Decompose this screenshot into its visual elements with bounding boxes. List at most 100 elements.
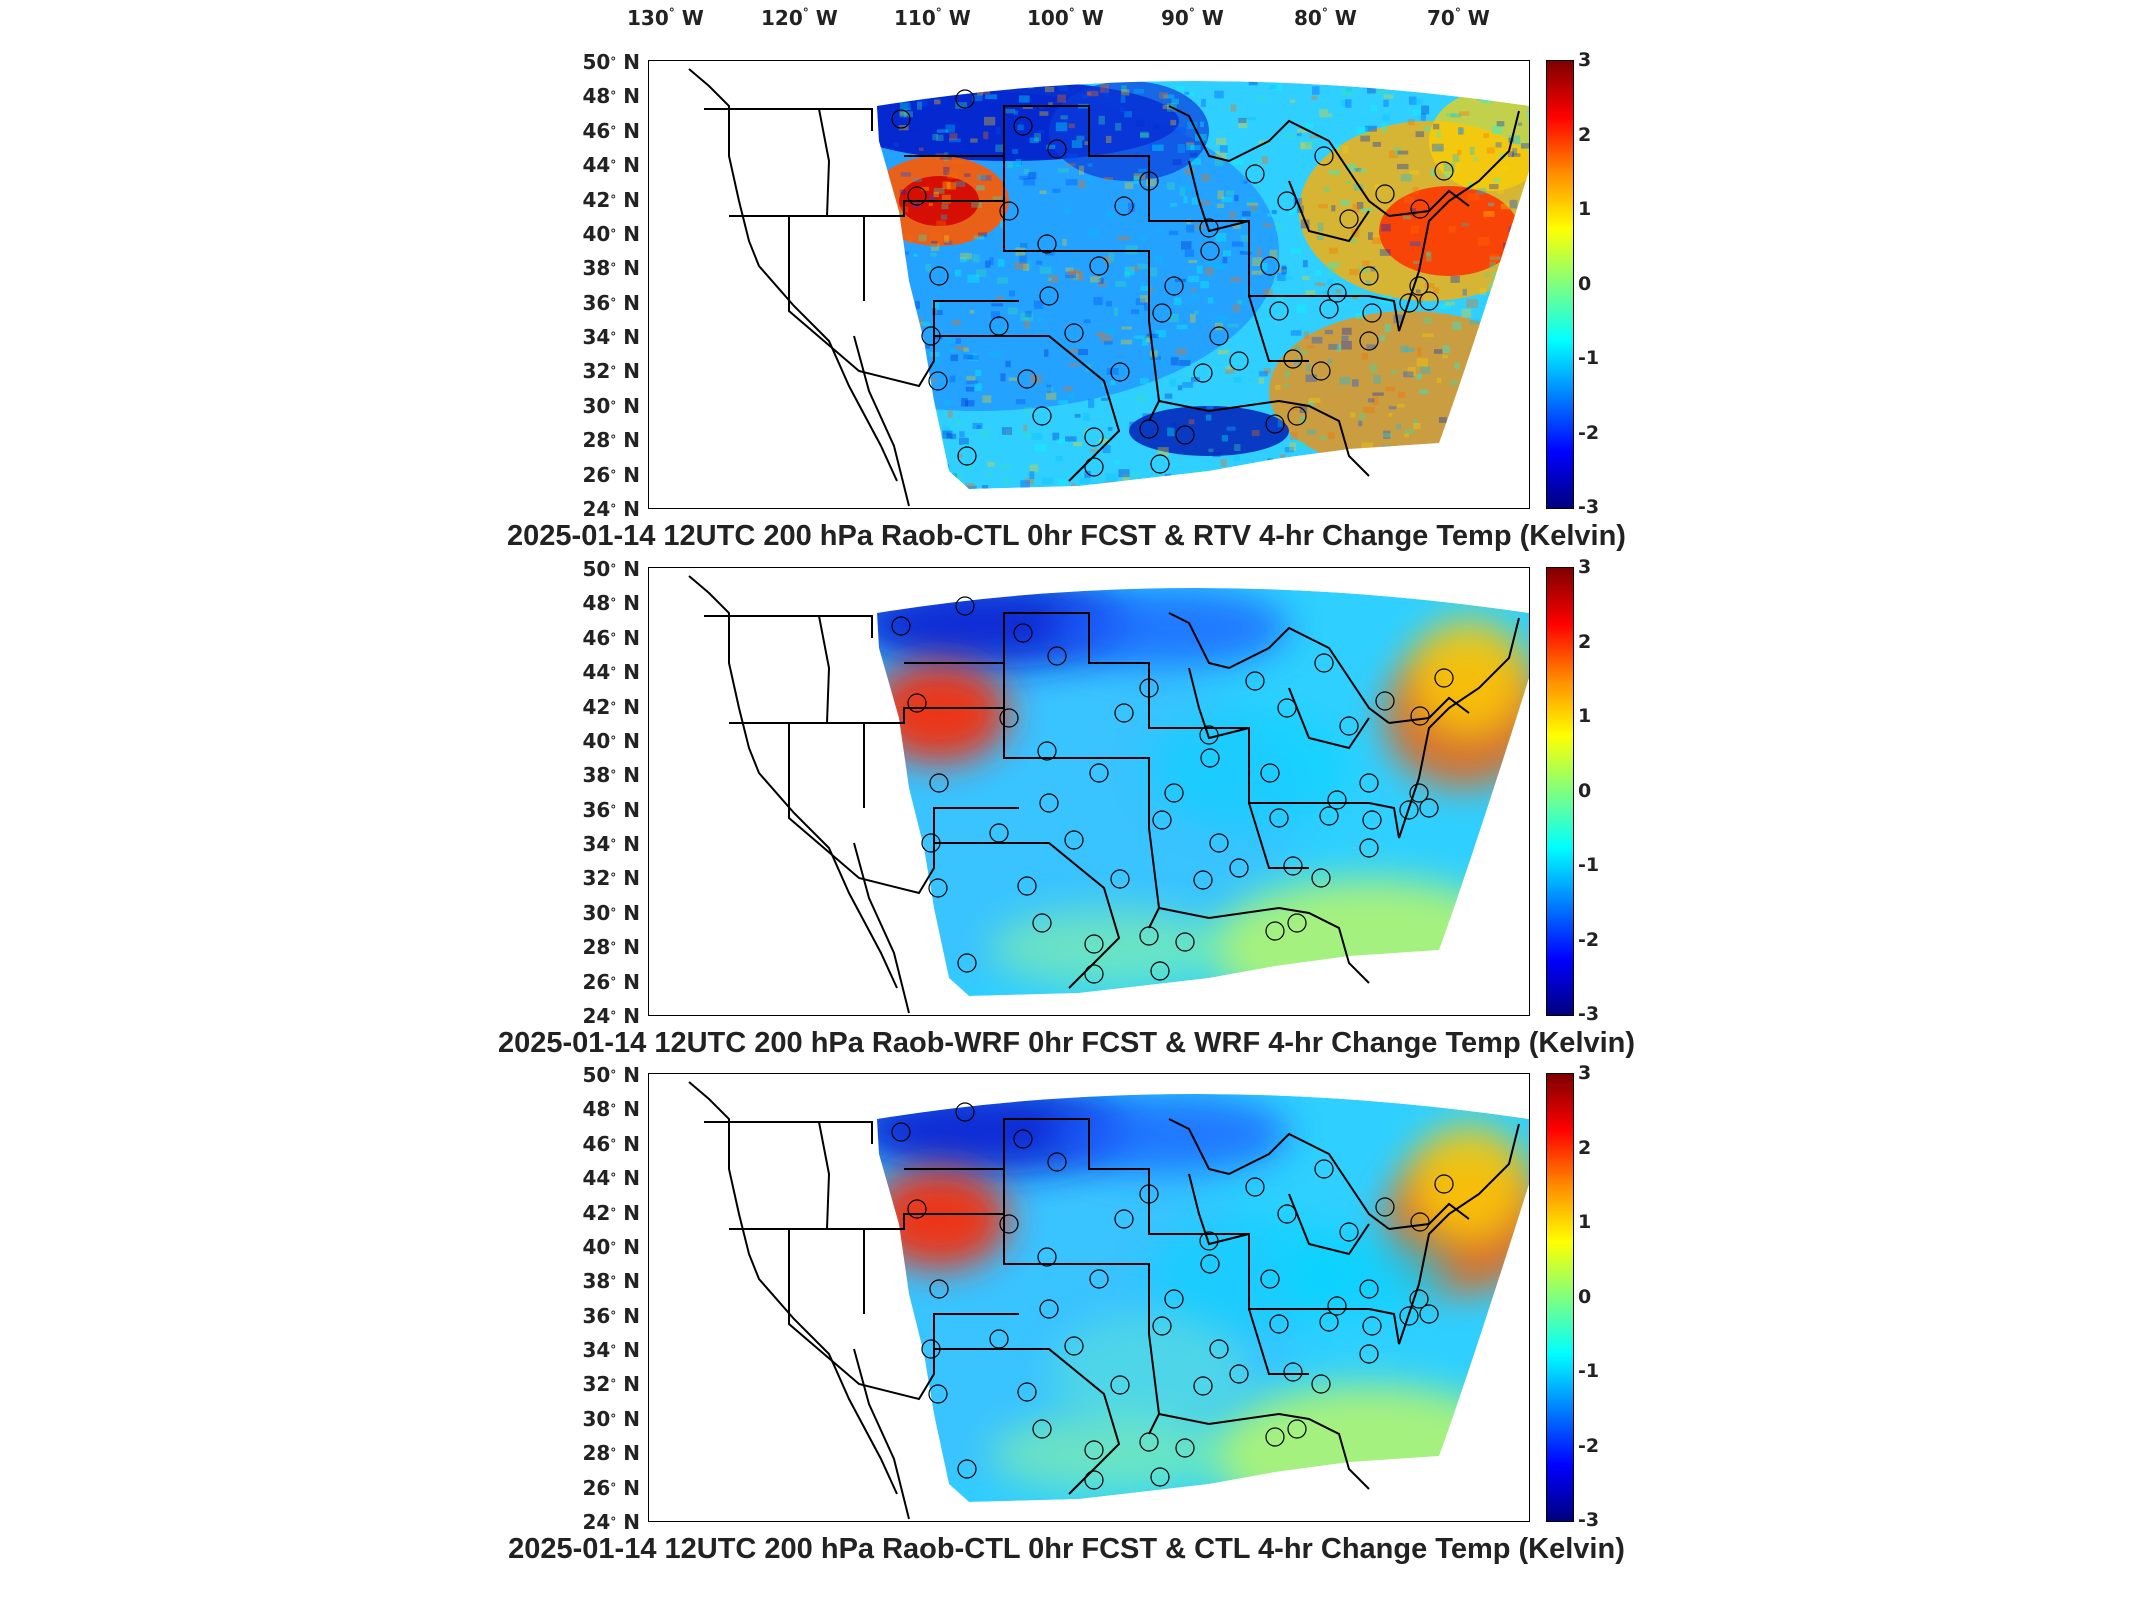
raob-station-marker xyxy=(1362,810,1382,830)
raob-station-marker xyxy=(1314,146,1334,166)
raob-station-marker xyxy=(1399,1306,1419,1326)
raob-station-marker xyxy=(1265,921,1285,941)
raob-station-marker xyxy=(1200,241,1220,261)
raob-station-marker xyxy=(1209,1339,1229,1359)
raob-station-marker xyxy=(1399,800,1419,820)
raob-station-marker xyxy=(1409,276,1429,296)
raob-station-marker xyxy=(1175,425,1195,445)
raob-station-marker xyxy=(1245,164,1265,184)
raob-station-marker xyxy=(989,316,1009,336)
lat-label: 40° N xyxy=(582,1234,640,1259)
raob-station-marker xyxy=(1017,369,1037,389)
raob-station-marker xyxy=(989,823,1009,843)
raob-station-marker xyxy=(1399,293,1419,313)
raob-station-marker xyxy=(1150,454,1170,474)
lat-label: 44° N xyxy=(582,660,640,685)
raob-station-marker xyxy=(921,326,941,346)
raob-station-marker xyxy=(1245,1177,1265,1197)
raob-station-marker xyxy=(1339,716,1359,736)
raob-station-marker xyxy=(1089,256,1109,276)
lat-label: 38° N xyxy=(582,763,640,788)
lat-label: 40° N xyxy=(582,221,640,246)
raob-station-marker xyxy=(1245,671,1265,691)
lon-label: 70° W xyxy=(1427,6,1490,30)
raob-station-marker xyxy=(1327,790,1347,810)
raob-station-marker xyxy=(1410,706,1430,726)
raob-station-marker xyxy=(1150,961,1170,981)
raob-station-marker xyxy=(1110,1375,1130,1395)
raob-station-marker xyxy=(1229,351,1249,371)
raob-station-marker xyxy=(1139,1184,1159,1204)
raob-station-marker xyxy=(1017,1382,1037,1402)
raob-station-marker xyxy=(957,446,977,466)
lon-label: 90° W xyxy=(1161,6,1224,30)
lat-label: 44° N xyxy=(582,1166,640,1191)
raob-station-marker xyxy=(929,1279,949,1299)
raob-station-marker xyxy=(989,1329,1009,1349)
raob-station-marker xyxy=(1037,1247,1057,1267)
raob-station-marker xyxy=(929,773,949,793)
raob-station-marker xyxy=(1359,838,1379,858)
colorbar-tick-label: -3 xyxy=(1578,1003,1600,1025)
raob-station-marker xyxy=(1089,763,1109,783)
lat-label: 50° N xyxy=(582,1063,640,1087)
lon-label: 120° W xyxy=(761,6,838,30)
raob-station-marker xyxy=(1114,1209,1134,1229)
raob-station-marker xyxy=(1283,349,1303,369)
raob-station-marker xyxy=(1339,1222,1359,1242)
map-frame xyxy=(648,567,1530,1016)
raob-station-marker xyxy=(1047,139,1067,159)
raob-station-marker xyxy=(1409,1289,1429,1309)
raob-station-marker xyxy=(928,1384,948,1404)
map-frame xyxy=(648,60,1530,509)
colorbar-tick-label: -3 xyxy=(1578,1509,1600,1531)
raob-station-marker xyxy=(1089,1269,1109,1289)
lat-label: 30° N xyxy=(582,900,640,925)
colorbar-tick-label: 1 xyxy=(1578,1211,1592,1233)
lat-label: 50° N xyxy=(582,50,640,74)
raob-station-marker xyxy=(957,953,977,973)
raob-station-marker xyxy=(1277,1204,1297,1224)
raob-station-marker xyxy=(1375,1197,1395,1217)
colorbar-tick-label: 3 xyxy=(1578,1062,1592,1084)
raob-station-marker xyxy=(1260,1269,1280,1289)
raob-station-marker xyxy=(1277,191,1297,211)
lat-label: 26° N xyxy=(582,462,640,487)
raob-station-marker xyxy=(1193,870,1213,890)
raob-station-marker xyxy=(921,833,941,853)
raob-station-marker xyxy=(1419,1304,1439,1324)
lat-label: 30° N xyxy=(582,1406,640,1431)
raob-station-marker xyxy=(1209,833,1229,853)
colorbar-tick-label: 2 xyxy=(1578,1136,1592,1159)
map-svg xyxy=(688,575,1529,1014)
raob-station-marker xyxy=(1327,1296,1347,1316)
lat-label: 24° N xyxy=(582,1510,640,1534)
raob-station-marker xyxy=(1164,1289,1184,1309)
panel-title: 2025-01-14 12UTC 200 hPa Raob-CTL 0hr FC… xyxy=(508,1533,1625,1565)
raob-station-marker xyxy=(928,878,948,898)
raob-station-marker xyxy=(1084,427,1104,447)
colorbar-tick-label: 2 xyxy=(1578,630,1592,653)
lon-label: 100° W xyxy=(1027,6,1104,30)
raob-station-marker xyxy=(891,1122,911,1142)
raob-station-marker xyxy=(907,693,927,713)
raob-station-marker xyxy=(1339,209,1359,229)
colorbar-tick-label: -1 xyxy=(1578,1360,1600,1382)
raob-station-marker xyxy=(1032,913,1052,933)
raob-station-marker xyxy=(1110,362,1130,382)
lat-label: 24° N xyxy=(582,497,640,521)
colorbar-tick-label: -2 xyxy=(1578,928,1600,951)
raob-station-marker xyxy=(891,109,911,129)
raob-station-marker xyxy=(1287,1419,1307,1439)
lat-label: 46° N xyxy=(582,625,640,650)
raob-station-marker xyxy=(1013,1129,1033,1149)
raob-station-marker xyxy=(1283,856,1303,876)
raob-station-marker xyxy=(1064,830,1084,850)
raob-station-marker xyxy=(1139,678,1159,698)
lat-label: 46° N xyxy=(582,118,640,143)
colorbar-tick-label: 0 xyxy=(1578,779,1592,802)
colorbar xyxy=(1546,1073,1574,1522)
colorbar-tick-label: 0 xyxy=(1578,272,1592,295)
raob-station-marker xyxy=(1260,256,1280,276)
